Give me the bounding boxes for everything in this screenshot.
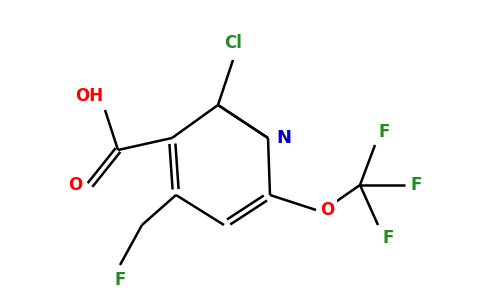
- Text: O: O: [68, 176, 82, 194]
- Text: F: F: [382, 229, 393, 247]
- Text: N: N: [276, 129, 291, 147]
- Text: Cl: Cl: [224, 34, 242, 52]
- Text: OH: OH: [75, 87, 103, 105]
- Text: F: F: [411, 176, 423, 194]
- Text: F: F: [379, 123, 391, 141]
- Text: F: F: [114, 271, 126, 289]
- Text: O: O: [320, 201, 334, 219]
